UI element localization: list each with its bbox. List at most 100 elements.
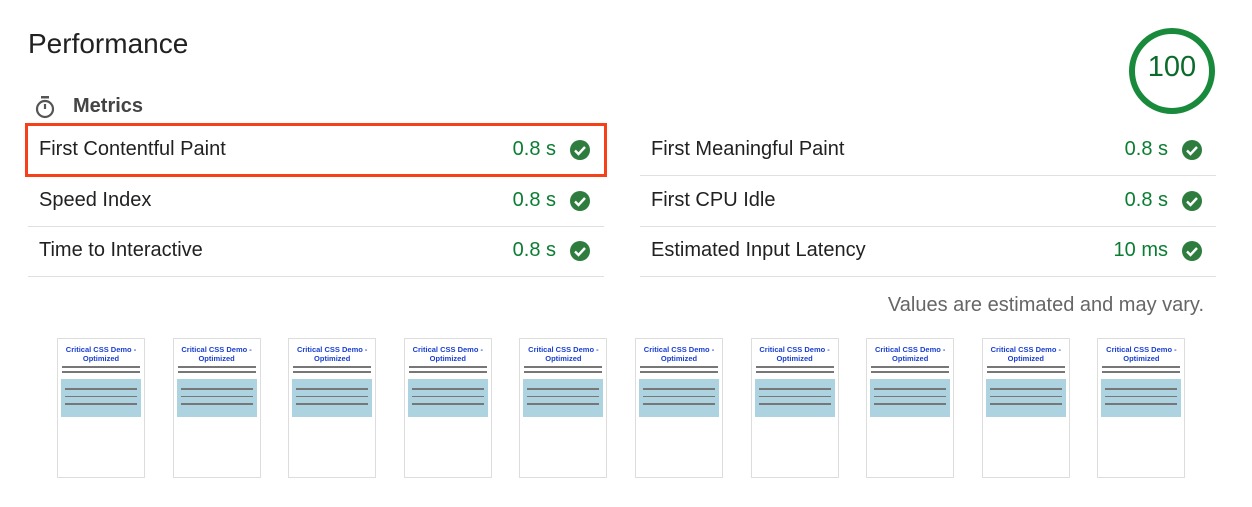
metric-row: First CPU Idle 0.8 s xyxy=(640,176,1216,227)
text-line xyxy=(293,366,372,368)
filmstrip-frame: Critical CSS Demo - Optimized xyxy=(1097,338,1186,478)
text-line xyxy=(296,388,369,390)
metric-label: First Contentful Paint xyxy=(39,138,226,160)
filmstrip-frame: Critical CSS Demo - Optimized xyxy=(403,338,492,478)
score: 100 xyxy=(1147,51,1197,83)
text-line xyxy=(1102,371,1181,373)
text-line xyxy=(411,388,484,390)
metric-row: First Meaningful Paint 0.8 s xyxy=(640,125,1216,176)
section-title: Metrics xyxy=(73,95,144,117)
text-line xyxy=(408,366,487,368)
pass-icon xyxy=(570,190,590,211)
text-line xyxy=(640,366,718,368)
frame-title: Critical CSS Demo - Optimized xyxy=(990,345,1062,363)
content-box xyxy=(985,379,1066,417)
text-line xyxy=(758,403,831,405)
metric-row: Time to Interactive 0.8 s xyxy=(28,226,604,277)
title: Performance xyxy=(28,28,189,59)
content-box xyxy=(754,379,835,417)
metric-label: First Meaningful Paint xyxy=(651,138,845,160)
frame-title: Critical CSS Demo - Optimized xyxy=(759,345,830,363)
text-line xyxy=(524,371,603,373)
text-line xyxy=(758,388,831,390)
text-line xyxy=(986,371,1065,373)
text-line xyxy=(177,371,256,373)
text-line xyxy=(411,403,484,405)
filmstrip-frame: Critical CSS Demo - Optimized xyxy=(57,338,145,478)
frame-title: Critical CSS Demo - Optimized xyxy=(1106,345,1177,363)
filmstrip-frame: Critical CSS Demo - Optimized xyxy=(750,338,839,478)
text-line xyxy=(65,395,137,397)
content-box xyxy=(523,379,604,417)
pass-icon xyxy=(1182,241,1202,261)
pass-icon xyxy=(1182,140,1202,160)
frame-title: Critical CSS Demo - Optimized xyxy=(528,345,599,363)
text-line xyxy=(874,388,947,390)
text-line xyxy=(755,366,834,368)
text-line xyxy=(527,388,600,390)
text-line xyxy=(871,366,950,368)
frame-title: Critical CSS Demo - Optimized xyxy=(296,345,368,363)
filmstrip-frame: Critical CSS Demo - Optimized xyxy=(981,338,1070,478)
text-line xyxy=(62,371,140,373)
content-box xyxy=(407,379,488,417)
timer-icon xyxy=(35,96,55,119)
text-line xyxy=(874,403,947,405)
content-box xyxy=(176,379,257,417)
metric-value: 0.8 s xyxy=(512,239,556,261)
text-line xyxy=(296,395,369,397)
filmstrip-frame: Critical CSS Demo - Optimized xyxy=(172,338,261,478)
text-line xyxy=(989,395,1062,397)
metric-label: Speed Index xyxy=(39,188,152,211)
text-line xyxy=(1105,388,1178,390)
content-box xyxy=(292,379,373,417)
metric-row: Estimated Input Latency 10 ms xyxy=(640,226,1216,277)
metric-value: 0.8 s xyxy=(512,188,556,211)
text-line xyxy=(1102,366,1181,368)
text-line xyxy=(871,371,950,373)
frame-title: Critical CSS Demo - Optimized xyxy=(65,345,137,363)
metric-value: 10 ms xyxy=(1113,239,1168,261)
content-box xyxy=(61,379,141,417)
text-line xyxy=(643,403,715,405)
text-line xyxy=(989,403,1062,405)
content-box xyxy=(1101,379,1182,417)
text-line xyxy=(180,388,253,390)
score-gauge xyxy=(1129,28,1215,114)
text-line xyxy=(411,395,484,397)
text-line xyxy=(643,388,715,390)
text-line xyxy=(180,395,253,397)
filmstrip-frame: Critical CSS Demo - Optimized xyxy=(635,338,723,478)
metric-label: Estimated Input Latency xyxy=(651,239,866,261)
text-line xyxy=(62,366,140,368)
filmstrip-frame: Critical CSS Demo - Optimized xyxy=(519,338,608,478)
text-line xyxy=(989,388,1062,390)
text-line xyxy=(65,388,137,390)
text-line xyxy=(643,395,715,397)
text-line xyxy=(180,403,253,405)
text-line xyxy=(527,403,600,405)
text-line xyxy=(524,366,603,368)
content-box xyxy=(639,379,719,417)
metric-label: Time to Interactive xyxy=(39,239,203,261)
frame-title: Critical CSS Demo - Optimized xyxy=(412,345,484,363)
frame-title: Critical CSS Demo - Optimized xyxy=(874,345,946,363)
text-line xyxy=(296,403,369,405)
text-line xyxy=(65,403,137,405)
metric-value: 0.8 s xyxy=(1124,138,1168,160)
highlight-box xyxy=(25,123,607,177)
frame-title: Critical CSS Demo - Optimized xyxy=(643,345,715,363)
filmstrip-frame: Critical CSS Demo - Optimized xyxy=(866,338,955,478)
metric-value: 0.8 s xyxy=(1124,188,1168,211)
text-line xyxy=(758,395,831,397)
metric-value: 0.8 s xyxy=(512,138,556,160)
metric-label: First CPU Idle xyxy=(651,188,776,211)
metric-row: Speed Index 0.8 s xyxy=(28,176,604,227)
text-line xyxy=(640,371,718,373)
text-line xyxy=(293,371,372,373)
text-line xyxy=(986,366,1065,368)
pass-icon xyxy=(1182,190,1202,211)
filmstrip-frame: Critical CSS Demo - Optimized xyxy=(288,338,377,478)
text-line xyxy=(1105,395,1178,397)
text-line xyxy=(527,395,600,397)
